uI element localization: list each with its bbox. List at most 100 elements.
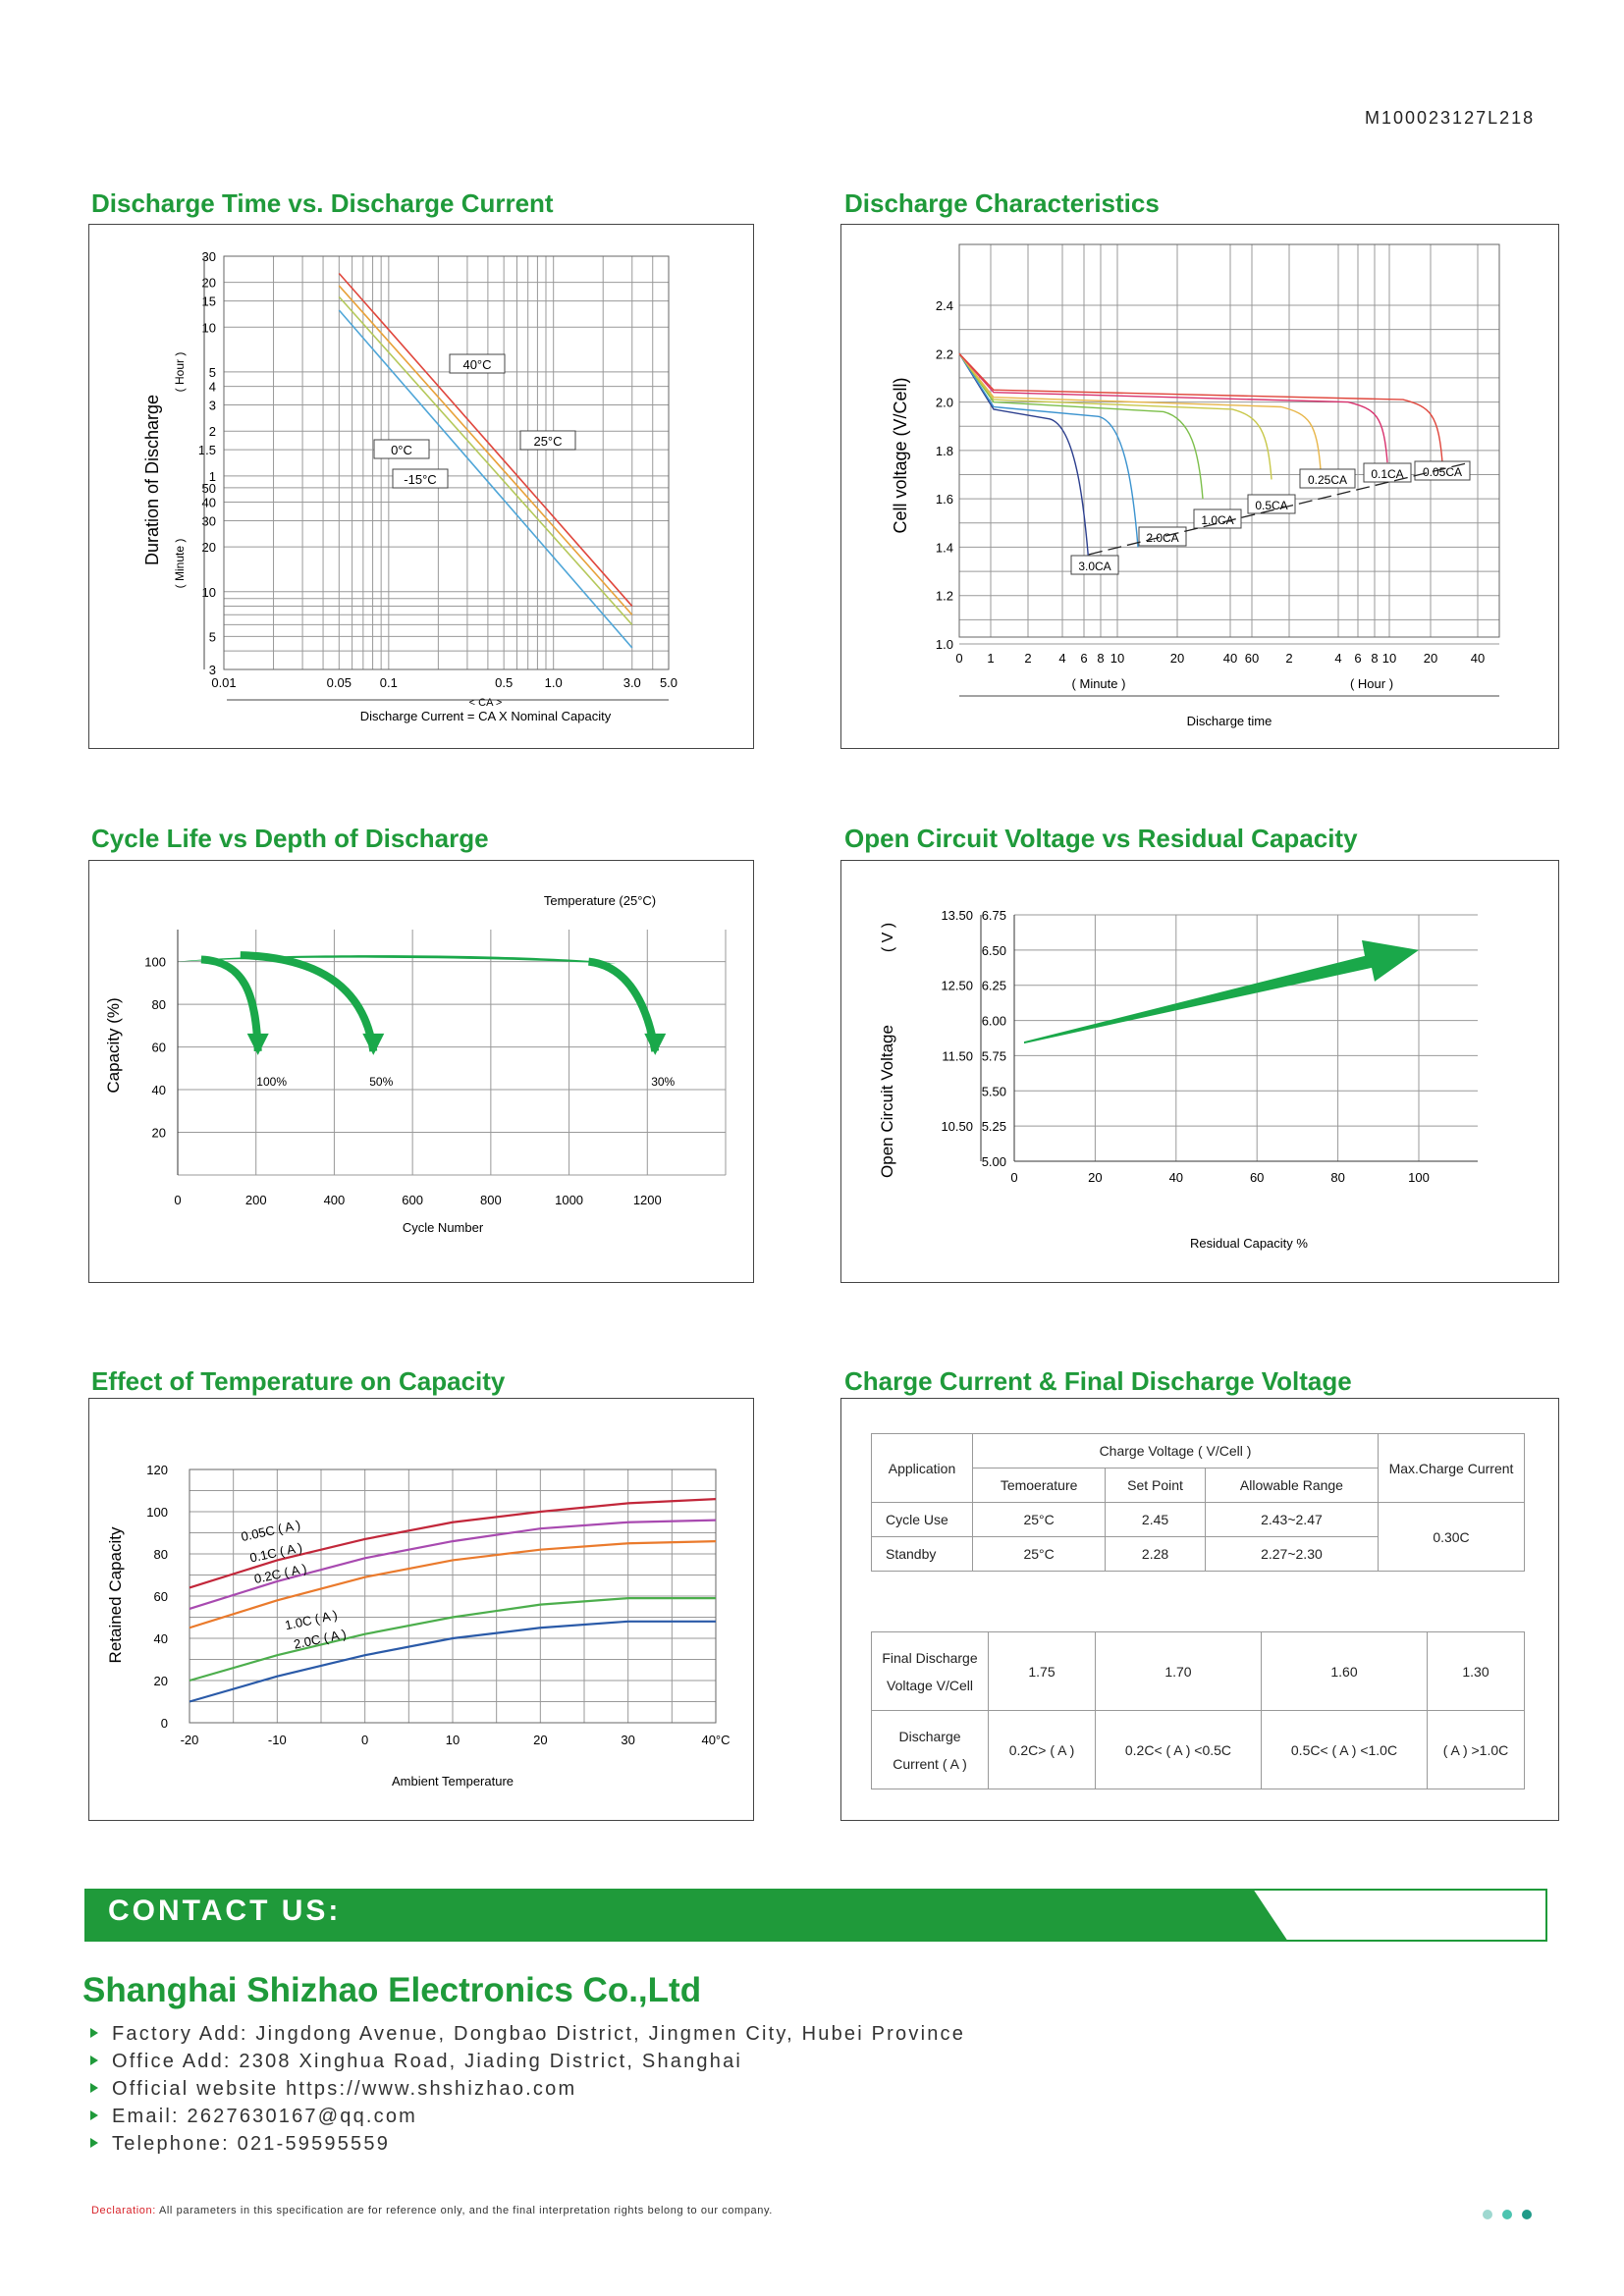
x-tick-label: 100	[1408, 1170, 1430, 1185]
title-charge-table: Charge Current & Final Discharge Voltage	[844, 1366, 1352, 1396]
declaration: Declaration: All parameters in this spec…	[91, 2205, 773, 2216]
title-ocv: Open Circuit Voltage vs Residual Capacit…	[844, 824, 1358, 853]
table-header: Charge Voltage ( V/Cell )	[972, 1433, 1379, 1468]
x-tick-label: 40	[1169, 1170, 1183, 1185]
cycle-arrow	[240, 951, 378, 1052]
x-tick-label: 8	[1371, 651, 1378, 666]
series-line	[189, 1498, 717, 1589]
title-cycle-life: Cycle Life vs Depth of Discharge	[91, 824, 489, 853]
series-label: 1.0CA	[1201, 513, 1233, 527]
list-item: Telephone: 021-59595559	[90, 2130, 965, 2158]
list-item[interactable]: Email: 2627630167@qq.com	[90, 2103, 965, 2130]
factory-address: Factory Add: Jingdong Avenue, Dongbao Di…	[112, 2023, 966, 2045]
bullet-icon	[90, 2137, 98, 2148]
x-tick-label: 6	[1080, 651, 1087, 666]
y-tick-label: 0	[161, 1716, 168, 1731]
y-tick-label: 60	[152, 1041, 166, 1055]
y-tick-label: 1.8	[936, 444, 953, 458]
y-tick-label: 11.50	[942, 1048, 973, 1063]
table-cell: Standby	[871, 1536, 973, 1572]
x-unit-minute: ( Minute )	[1072, 676, 1126, 691]
series-label-box	[1070, 555, 1119, 575]
list-item[interactable]: Official website https://www.shshizhao.c…	[90, 2075, 965, 2103]
dot-icon	[1483, 2210, 1492, 2219]
x-tick-label: 0.01	[211, 675, 236, 690]
series-line	[958, 352, 1388, 463]
series-label-box	[1138, 526, 1187, 547]
company-name: Shanghai Shizhao Electronics Co.,Ltd	[82, 1971, 702, 2009]
y-tick-label: 1	[209, 469, 216, 484]
series-label: 25°C	[533, 434, 562, 449]
x-tick-label: 800	[480, 1193, 502, 1207]
series-label-box	[519, 430, 576, 451]
website-link[interactable]: Official website https://www.shshizhao.c…	[112, 2078, 577, 2100]
series-label-box	[1247, 494, 1296, 514]
y-tick-label: 60	[154, 1589, 168, 1604]
series-line	[338, 309, 633, 649]
x-tick-label: 4	[1334, 651, 1341, 666]
x-axis-label: Residual Capacity %	[1190, 1236, 1308, 1251]
table-header: Max.Charge Current	[1378, 1433, 1525, 1503]
table-cell: 1.75	[988, 1631, 1096, 1711]
x-unit-label: < CA >	[469, 697, 503, 709]
y-tick-label: 2.2	[936, 347, 953, 361]
series-label: 30%	[651, 1075, 675, 1089]
list-item: Factory Add: Jingdong Avenue, Dongbao Di…	[90, 2020, 965, 2048]
temperature-effect-chart: 120 100 80 60 40 20 0 -20 -10 0 10 20 30 40°C Ambient …	[88, 1398, 754, 1821]
y-tick-label: 20	[154, 1674, 168, 1688]
series-line	[189, 1620, 716, 1703]
charge-voltage-table: Application Charge Voltage ( V/Cell ) Ma…	[871, 1433, 1525, 1572]
x-tick-label: 40°C	[701, 1733, 730, 1747]
x-tick-label: 20	[1088, 1170, 1102, 1185]
declaration-text: All parameters in this specification are…	[155, 2205, 773, 2216]
y-tick-label: 1.2	[936, 589, 953, 604]
y-tick-label: 5.75	[982, 1048, 1006, 1063]
y-tick-label: 1.0	[936, 637, 953, 652]
plot-frame	[223, 255, 670, 670]
y-tick-label: 50	[202, 481, 216, 496]
series-label: 40°C	[462, 357, 491, 372]
series-label-box	[373, 439, 430, 459]
x-tick-label: 0.05	[327, 675, 352, 690]
arrow-head-icon	[246, 1033, 269, 1055]
series-line	[189, 1540, 717, 1629]
table-cell: 0.2C> ( A )	[988, 1710, 1096, 1789]
x-tick-label: 40	[1471, 651, 1485, 666]
table-cell: 2.45	[1105, 1502, 1206, 1537]
y-tick-label: 6.00	[982, 1014, 1006, 1029]
y-tick-label: 120	[146, 1463, 168, 1477]
x-tick-label: 20	[1170, 651, 1184, 666]
temperature-note: Temperature (25°C)	[544, 893, 656, 908]
table-cell: 0.30C	[1378, 1502, 1525, 1572]
x-tick-label: 20	[533, 1733, 547, 1747]
final-discharge-table: Final Discharge Voltage V/Cell 1.75 1.70…	[871, 1631, 1525, 1789]
y-axis-label: Retained Capacity	[106, 1526, 125, 1663]
y-tick-label: 2	[209, 424, 216, 439]
y-tick-label: 10	[202, 320, 216, 335]
table-cell: 1.70	[1094, 1631, 1262, 1711]
y-axis-label: Cell voltage (V/Cell)	[891, 377, 910, 533]
y-tick-label: 4	[209, 380, 216, 395]
y-tick-label: 30	[202, 249, 216, 264]
plot-frame	[958, 243, 1500, 638]
x-unit-hour: ( Hour )	[1350, 676, 1393, 691]
x-tick-label: 600	[402, 1193, 423, 1207]
x-tick-label: 0.1	[380, 675, 398, 690]
bullet-icon	[90, 2109, 98, 2120]
contact-list: Factory Add: Jingdong Avenue, Dongbao Di…	[90, 2020, 965, 2158]
series-label-box	[449, 353, 506, 374]
table-cell: 0.5C< ( A ) <1.0C	[1260, 1710, 1429, 1789]
x-tick-label: 0.5	[495, 675, 513, 690]
x-tick-label: 0	[1010, 1170, 1017, 1185]
series-label: 0.5CA	[1255, 499, 1287, 512]
x-tick-label: 1000	[555, 1193, 583, 1207]
email-link[interactable]: Email: 2627630167@qq.com	[112, 2106, 418, 2127]
list-item: Office Add: 2308 Xinghua Road, Jiading D…	[90, 2048, 965, 2075]
page-dots	[1483, 2207, 1542, 2224]
table-cell: Cycle Use	[871, 1502, 973, 1537]
series-label: 2.0CA	[1146, 531, 1178, 545]
x-tick-label: 0	[955, 651, 962, 666]
x-tick-label: 5.0	[660, 675, 677, 690]
y-tick-label: 10	[202, 585, 216, 600]
y-tick-label: 12.50	[941, 979, 973, 993]
